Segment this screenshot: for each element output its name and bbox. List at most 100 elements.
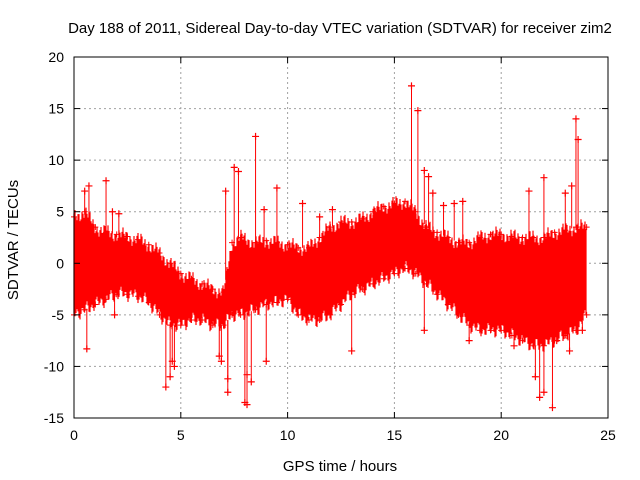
data-point: [338, 301, 344, 308]
y-tick-label: 15: [48, 101, 64, 117]
data-point: [156, 249, 163, 256]
data-point: [252, 306, 259, 313]
y-tick-label: 10: [48, 152, 64, 168]
data-point: [476, 327, 483, 334]
data-point: [508, 233, 515, 240]
x-tick-label: 0: [70, 427, 78, 443]
data-point: [145, 241, 152, 248]
y-tick-label: -10: [44, 358, 64, 374]
outlier-point: [553, 337, 561, 345]
data-point: [434, 229, 441, 236]
data-point: [188, 275, 195, 282]
data-point: [327, 311, 334, 318]
data-point: [572, 327, 579, 334]
data-point: [476, 234, 483, 241]
outlier-point: [525, 187, 533, 195]
x-tick-label: 25: [600, 427, 616, 443]
data-point: [434, 291, 441, 298]
x-tick-label: 5: [177, 427, 185, 443]
data-point: [498, 231, 505, 238]
outlier-point: [540, 174, 548, 182]
x-axis-label: GPS time / hours: [283, 458, 397, 475]
outlier-point: [224, 375, 232, 383]
outlier-point: [328, 206, 336, 214]
outlier-point: [531, 373, 539, 381]
y-tick-label: -15: [44, 410, 64, 426]
data-point: [124, 291, 131, 298]
data-point: [391, 200, 398, 207]
data-point: [327, 224, 334, 231]
outlier-point: [548, 404, 556, 412]
data-point: [237, 311, 244, 318]
data-point: [220, 322, 227, 329]
outlier-point: [536, 393, 544, 401]
plot-frame: [73, 56, 609, 419]
data-point: [145, 299, 152, 306]
y-tick-label: -5: [52, 307, 65, 323]
data-point: [455, 311, 462, 318]
data-point: [359, 286, 366, 293]
outlier-point: [420, 166, 428, 174]
data-point: [338, 219, 344, 226]
x-tick-label: 10: [280, 427, 296, 443]
data-point: [583, 224, 590, 231]
outlier-point: [108, 208, 116, 216]
data-point: [402, 198, 409, 205]
data-point: [305, 317, 312, 324]
data-point: [135, 293, 142, 300]
data-point: [316, 317, 323, 324]
outlier-point: [407, 82, 415, 90]
outlier-point: [243, 371, 251, 379]
data-point: [156, 311, 163, 318]
outlier-point: [572, 115, 580, 123]
y-tick-label: 0: [56, 255, 64, 271]
outlier-point: [217, 357, 225, 365]
data-point: [348, 219, 355, 226]
outlier-point: [429, 189, 437, 197]
outlier-point: [540, 388, 548, 396]
axis-ticks: 0 5 10 15 20 25 -15 -10 -5 0 5 10 15 20: [44, 49, 616, 443]
data-band: [71, 196, 590, 353]
outlier-point: [348, 347, 356, 355]
data-point: [273, 299, 280, 306]
data-point: [530, 234, 537, 241]
data-point: [444, 301, 451, 308]
outlier-point: [81, 187, 89, 195]
data-point: [370, 280, 377, 287]
outlier-point: [162, 383, 170, 391]
outlier-point: [425, 173, 433, 181]
data-point: [92, 224, 99, 231]
outlier-point: [170, 362, 178, 370]
data-point: [487, 231, 494, 238]
data-point: [305, 244, 312, 251]
outlier-point: [83, 345, 91, 353]
outlier-point: [252, 132, 260, 140]
outlier-point: [578, 326, 586, 334]
data-point: [466, 239, 473, 246]
data-point: [562, 332, 569, 339]
outlier-point: [574, 136, 582, 144]
data-point: [92, 301, 99, 308]
outlier-point: [111, 311, 119, 319]
x-tick-label: 20: [493, 427, 509, 443]
y-tick-label: 5: [56, 204, 64, 220]
outlier-point: [465, 337, 473, 345]
y-tick-label: 20: [48, 49, 64, 65]
data-point: [209, 322, 216, 329]
outlier-point: [222, 187, 230, 195]
outlier-point: [260, 206, 268, 214]
outlier-point: [414, 107, 422, 115]
data-point: [380, 275, 387, 282]
data-point: [229, 311, 236, 318]
data-point: [284, 296, 291, 303]
data-point: [103, 296, 110, 303]
data-point: [551, 229, 558, 236]
data-point: [444, 234, 451, 241]
data-point: [380, 203, 387, 210]
outlier-point: [561, 189, 569, 197]
outlier-point: [224, 388, 232, 396]
data-point: [412, 270, 419, 277]
data-point: [167, 260, 174, 267]
outlier-point: [247, 378, 255, 386]
